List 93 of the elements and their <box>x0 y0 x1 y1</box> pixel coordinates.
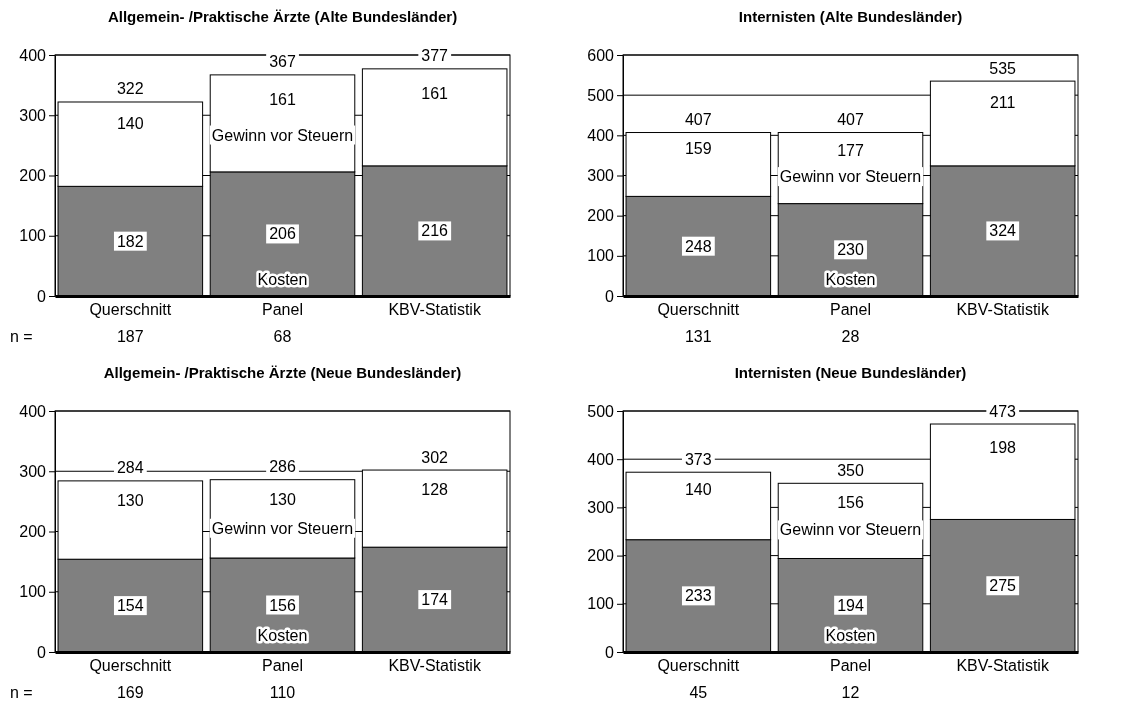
total-label: 367 <box>269 53 296 71</box>
data-label: 140 <box>116 114 144 132</box>
data-label: 156 <box>269 596 296 614</box>
x-tick-label: Querschnitt <box>89 657 172 675</box>
y-tick-label: 400 <box>19 402 47 420</box>
y-tick-label: 300 <box>19 462 47 480</box>
data-label: 230 <box>837 241 864 259</box>
y-tick-label: 0 <box>605 643 615 661</box>
data-label: 161 <box>421 84 449 102</box>
x-tick-label: KBV-Statistik <box>388 657 482 675</box>
total-label: 407 <box>684 111 712 129</box>
y-tick-label: 100 <box>19 227 47 245</box>
data-label: 248 <box>684 237 712 255</box>
series-label: Gewinn vor Steuern <box>211 519 354 537</box>
data-label: 128 <box>421 480 449 498</box>
y-tick-label: 200 <box>19 523 47 541</box>
text: 169 <box>116 684 144 701</box>
x-tick-label: Panel <box>262 657 303 675</box>
total-label: 350 <box>837 461 864 479</box>
series-label: Kosten <box>825 270 876 288</box>
y-tick-label: 400 <box>587 450 615 468</box>
total-label: 286 <box>269 458 296 476</box>
x-tick-label: Querschnitt <box>89 301 172 319</box>
data-label: 206 <box>269 225 296 243</box>
text: 28 <box>841 328 860 345</box>
data-label: 156 <box>837 493 864 511</box>
chart-title: Allgemein- /Praktische Ärzte (Alte Bundesländer) <box>107 8 458 25</box>
data-label: 182 <box>116 232 144 250</box>
y-tick-label: 0 <box>605 287 615 305</box>
data-label: 174 <box>421 591 449 609</box>
total-label: 373 <box>684 450 712 468</box>
total-label: 284 <box>116 459 144 477</box>
y-tick-label: 300 <box>19 106 47 124</box>
series-label: Gewinn vor Steuern <box>211 126 354 144</box>
total-label: 473 <box>989 402 1017 420</box>
x-tick-label: Querschnitt <box>657 657 740 675</box>
y-tick-label: 400 <box>587 126 615 144</box>
x-tick-label: Panel <box>830 657 871 675</box>
x-tick-label: KBV-Statistik <box>956 301 1050 319</box>
y-tick-label: 300 <box>587 499 615 517</box>
chart-title: Internisten (Neue Bundesländer) <box>734 364 967 381</box>
text: 110 <box>269 684 296 701</box>
y-tick-label: 200 <box>587 547 615 565</box>
y-tick-label: 100 <box>19 583 47 601</box>
series-label: Kosten <box>825 626 876 644</box>
x-tick-label: KBV-Statistik <box>956 657 1050 675</box>
total-label: 322 <box>116 80 144 98</box>
y-tick-label: 200 <box>19 167 47 185</box>
data-label: 194 <box>837 596 864 614</box>
series-label: Kosten <box>257 270 308 288</box>
y-tick-label: 100 <box>587 247 615 265</box>
x-tick-label: Panel <box>262 301 303 319</box>
chart-title: Allgemein- /Praktische Ärzte (Neue Bundesländer) <box>103 364 462 381</box>
text: 12 <box>841 684 860 701</box>
x-tick-label: Panel <box>830 301 871 319</box>
y-tick-label: 400 <box>19 46 47 64</box>
y-tick-label: 100 <box>587 595 615 613</box>
y-tick-label: 500 <box>587 86 615 104</box>
x-tick-label: KBV-Statistik <box>388 301 482 319</box>
total-label: 407 <box>837 111 864 129</box>
data-label: 159 <box>684 139 712 157</box>
text: 187 <box>116 328 144 345</box>
text: 45 <box>689 684 708 701</box>
series-label: Gewinn vor Steuern <box>779 521 922 539</box>
y-tick-label: 600 <box>587 46 615 64</box>
text: 68 <box>273 328 292 345</box>
text: 131 <box>684 328 712 345</box>
text: n = <box>10 328 33 345</box>
total-label: 535 <box>989 59 1017 77</box>
data-label: 130 <box>269 490 296 508</box>
series-label: Gewinn vor Steuern <box>779 168 922 186</box>
y-tick-label: 300 <box>587 167 615 185</box>
data-label: 216 <box>421 222 449 240</box>
data-label: 130 <box>116 491 144 509</box>
data-label: 233 <box>684 587 712 605</box>
data-label: 177 <box>837 141 864 159</box>
chart-title: Internisten (Alte Bundesländer) <box>738 8 963 25</box>
total-label: 302 <box>421 448 449 466</box>
data-label: 324 <box>989 222 1017 240</box>
total-label: 377 <box>421 47 449 65</box>
data-label: 154 <box>116 597 144 615</box>
y-tick-label: 0 <box>37 287 47 305</box>
data-label: 161 <box>269 90 296 108</box>
data-label: 198 <box>989 439 1017 457</box>
y-tick-label: 500 <box>587 402 615 420</box>
x-tick-label: Querschnitt <box>657 301 740 319</box>
series-label: Kosten <box>257 626 308 644</box>
data-label: 275 <box>989 577 1017 595</box>
data-label: 211 <box>989 93 1016 111</box>
text: n = <box>10 684 33 701</box>
y-tick-label: 200 <box>587 207 615 225</box>
data-label: 140 <box>684 480 712 498</box>
y-tick-label: 0 <box>37 643 47 661</box>
